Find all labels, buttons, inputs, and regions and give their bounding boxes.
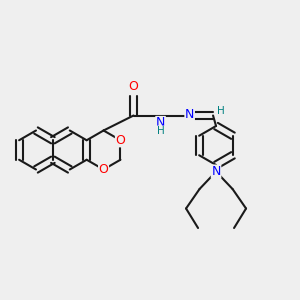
Text: N: N: [212, 165, 221, 178]
Text: O: O: [116, 134, 125, 147]
Text: H: H: [217, 106, 224, 116]
Text: H: H: [157, 126, 164, 136]
Text: N: N: [156, 116, 165, 130]
Text: O: O: [99, 163, 109, 176]
Text: O: O: [129, 80, 139, 94]
Text: N: N: [185, 107, 194, 121]
